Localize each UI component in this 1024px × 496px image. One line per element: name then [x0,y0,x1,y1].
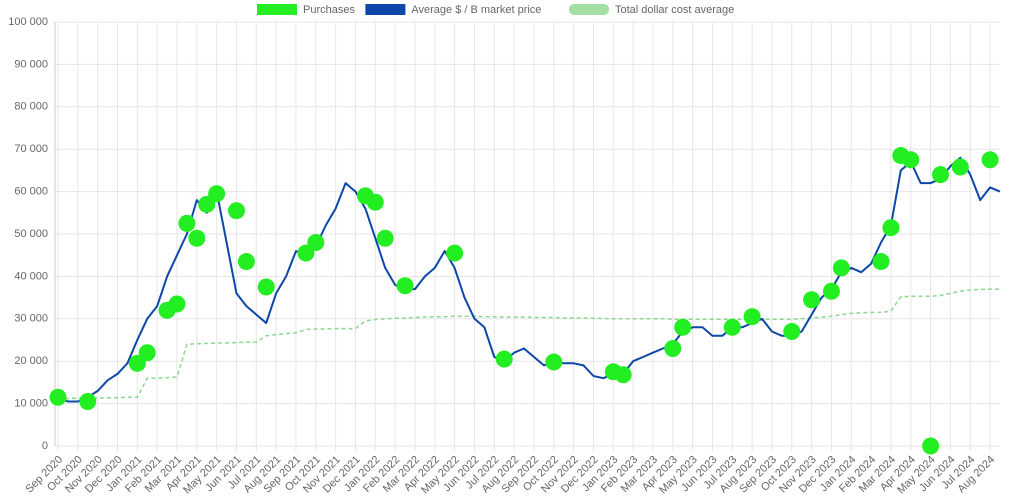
purchase-point [822,282,840,300]
purchase-point [674,318,692,336]
purchase-point [366,193,384,211]
y-tick-label: 70 000 [14,143,48,155]
purchase-point [723,318,741,336]
y-tick-label: 20 000 [14,355,48,367]
purchase-point [902,151,920,169]
purchase-point [307,233,325,251]
purchase-point [128,354,146,372]
purchase-point [257,278,275,296]
purchase-point [783,323,801,341]
y-tick-label: 0 [42,440,48,452]
purchase-point [981,151,999,169]
y-tick-label: 100 000 [8,16,48,28]
purchase-point [138,344,156,362]
legend-swatch [257,4,297,15]
purchase-point [208,185,226,203]
purchase-point [376,229,394,247]
purchase-point [79,392,97,410]
purchase-point [396,277,414,295]
legend: Purchases Average $ / B market price Total… [257,4,734,16]
purchase-point [922,437,940,455]
price-line [57,156,1001,403]
legend-label: Total dollar cost average [615,4,734,16]
cost-average-line [58,288,1000,400]
purchase-point [446,244,464,262]
purchase-point [188,229,206,247]
purchase-point [227,202,245,220]
y-tick-label: 10 000 [14,398,48,410]
purchase-point [168,295,186,313]
y-tick-label: 80 000 [14,101,48,113]
purchase-point [297,244,315,262]
legend-swatch [365,4,406,15]
y-tick-label: 50 000 [14,228,48,240]
purchase-point [882,219,900,237]
purchase-point [545,353,563,371]
purchase-point [198,195,216,213]
legend-swatch [569,4,609,15]
purchase-point [803,291,821,309]
y-tick-label: 90 000 [14,58,48,70]
purchase-point [872,253,890,271]
purchase-point [664,339,682,357]
purchase-point [932,166,950,184]
legend-label: Average $ / B market price [411,4,541,16]
purchase-point [178,214,196,232]
purchase-point [832,259,850,277]
y-tick-label: 30 000 [14,313,48,325]
purchase-point [614,366,632,384]
y-tick-label: 60 000 [14,186,48,198]
purchase-point [495,350,513,368]
legend-label: Purchases [303,4,355,16]
purchase-point [743,308,761,326]
purchase-point [951,158,969,176]
y-tick-label: 40 000 [14,270,48,282]
purchase-point [237,253,255,271]
purchase-point [49,388,67,406]
